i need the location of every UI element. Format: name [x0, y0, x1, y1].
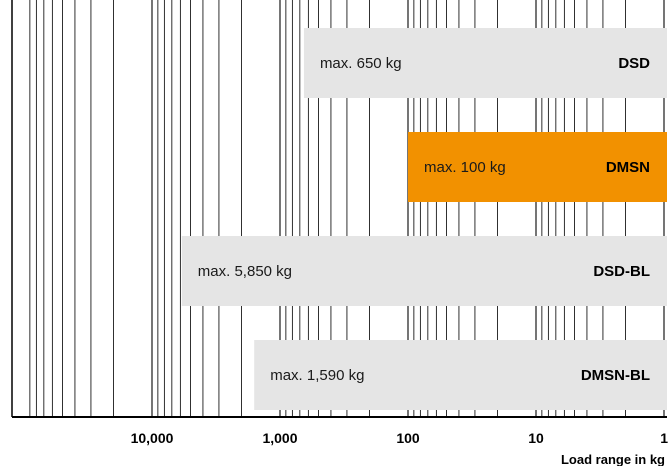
bar-series-name: DMSN: [606, 159, 650, 176]
bar-dmsn-bl: [254, 340, 667, 410]
tick-label: 10: [528, 430, 544, 446]
bar-dsd-bl: [181, 236, 667, 306]
tick-label: 100: [396, 430, 420, 446]
axis-layer: 10,000 1,000 100 10 1 Load range in kg: [12, 416, 668, 466]
bar-max-label: max. 100 kg: [424, 159, 506, 176]
bars-layer: [181, 28, 667, 410]
bar-max-label: max. 650 kg: [320, 55, 402, 72]
x-axis-title: Load range in kg: [561, 452, 665, 466]
bar-dmsn: [408, 132, 667, 202]
bar-series-name: DSD-BL: [593, 263, 650, 280]
bar-dsd: [303, 28, 667, 98]
labels-layer: max. 650 kg DSD max. 100 kg DMSN max. 5,850 …: [198, 55, 650, 384]
bar-series-name: DSD: [618, 55, 650, 72]
tick-label: 1: [660, 430, 668, 446]
bar-max-label: max. 5,850 kg: [198, 263, 292, 280]
tick-label: 1,000: [262, 430, 297, 446]
bar-max-label: max. 1,590 kg: [270, 367, 364, 384]
bar-series-name: DMSN-BL: [581, 367, 650, 384]
tick-label: 10,000: [131, 430, 174, 446]
